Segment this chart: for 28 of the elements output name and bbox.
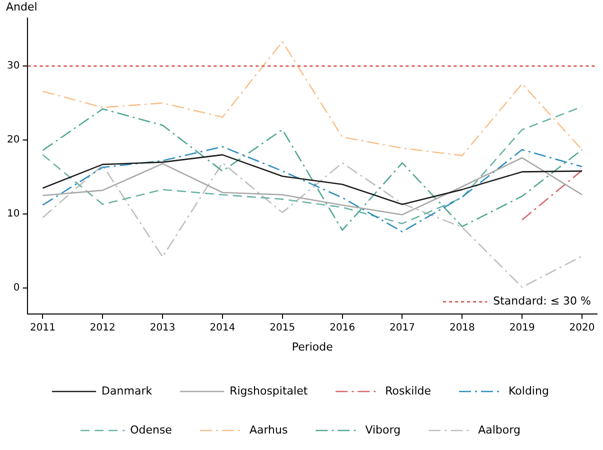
line-series [42, 162, 583, 288]
legend-label: Aalborg [478, 423, 520, 436]
x-tick-label: 2016 [330, 322, 356, 334]
x-tick-label: 2013 [150, 322, 176, 334]
legend-label: Rigshospitalet [230, 384, 308, 398]
y-tick-label: 0 [13, 282, 20, 294]
y-tick-label: 30 [6, 60, 20, 72]
legend-label: Roskilde [385, 384, 432, 398]
x-tick-label: 2015 [270, 322, 296, 334]
y-tick-label: 20 [6, 134, 20, 146]
x-tick-label: 2020 [569, 322, 595, 334]
line-series [42, 41, 583, 156]
x-tick-label: 2014 [210, 322, 236, 334]
legend-label: Aarhus [249, 423, 288, 436]
y-tick-label: 10 [6, 208, 20, 220]
x-axis-title: Periode [292, 340, 334, 354]
legend-label: Kolding [508, 384, 549, 398]
legend-label: Odense [130, 423, 172, 436]
x-tick-label: 2017 [390, 322, 415, 334]
line-series [42, 146, 583, 232]
x-tick-label: 2012 [90, 322, 116, 334]
y-axis-title: Andel [6, 0, 38, 14]
legend-label: Standard: ≤ 30 % [493, 294, 591, 308]
legend-label: Viborg [365, 423, 401, 436]
x-tick-label: 2018 [449, 322, 475, 334]
legend-label: Danmark [102, 384, 153, 398]
x-tick-label: 2011 [30, 322, 56, 334]
x-tick-label: 2019 [509, 322, 535, 334]
